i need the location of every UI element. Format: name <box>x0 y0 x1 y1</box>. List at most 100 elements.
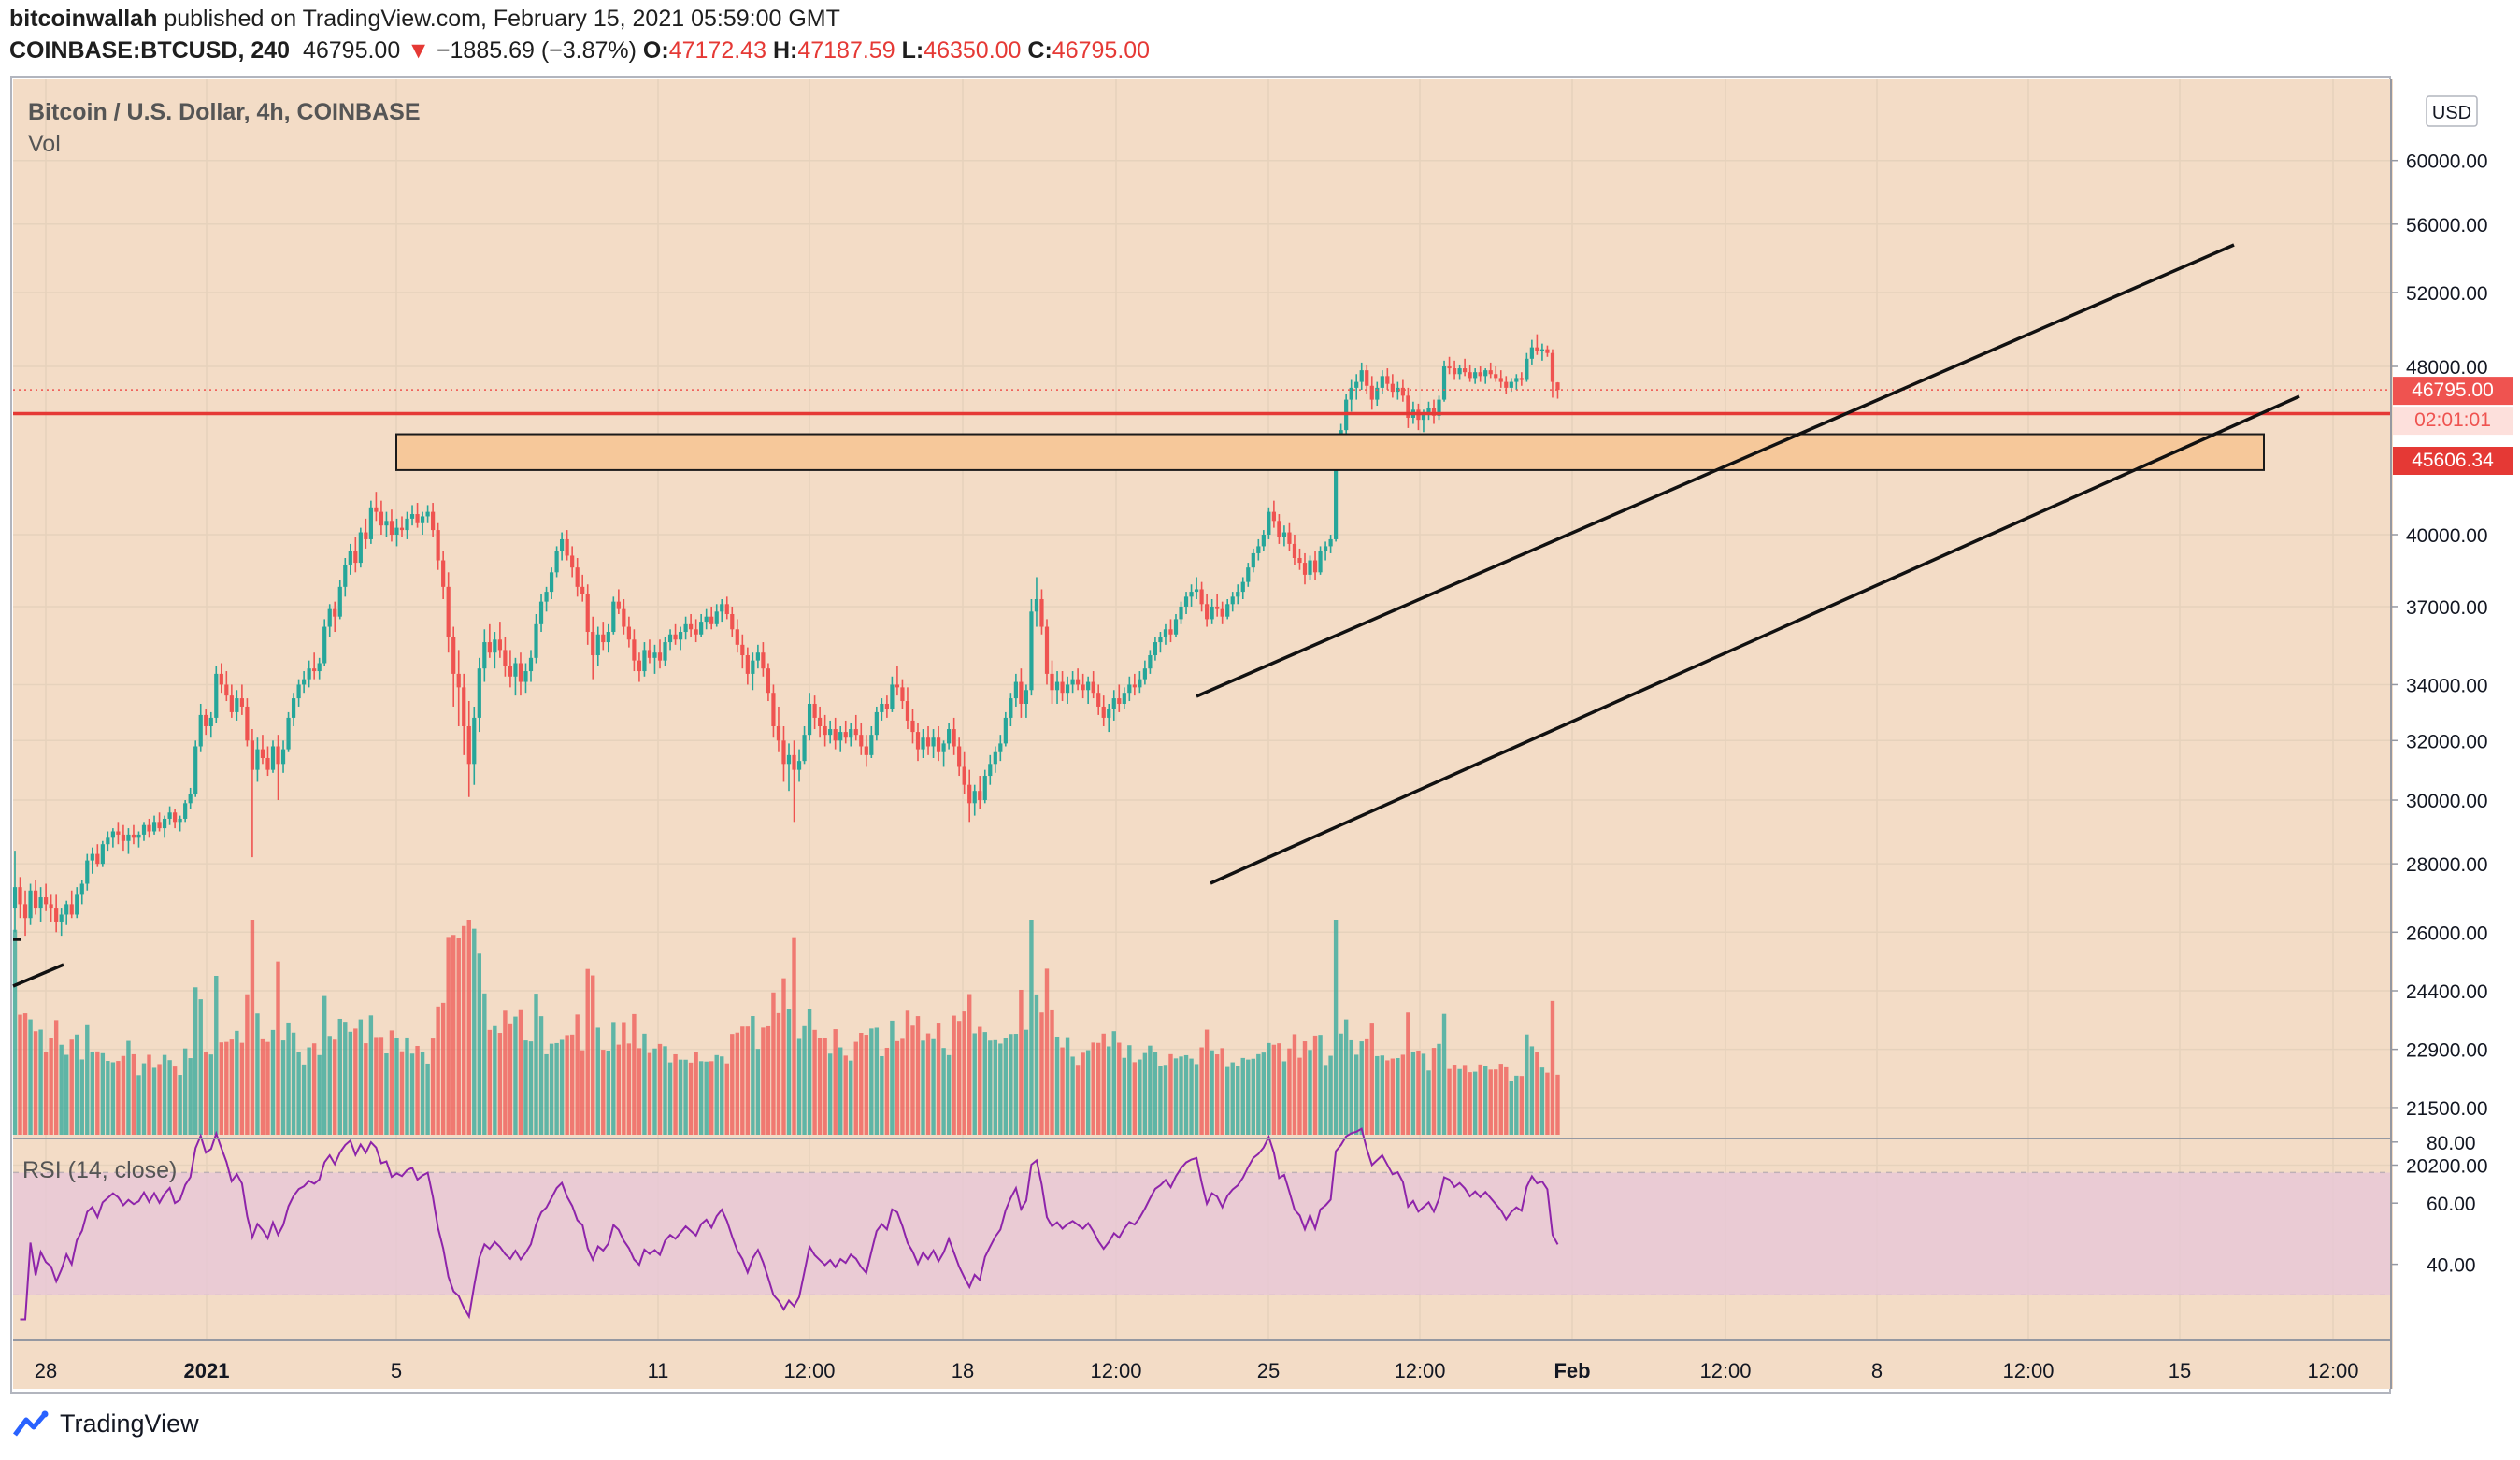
candle-body <box>982 776 987 801</box>
candle-body <box>637 660 642 672</box>
candle-body <box>1498 378 1503 382</box>
tradingview-logo-icon <box>13 1410 49 1436</box>
price-tick-label: 34000.00 <box>2406 675 2488 696</box>
publish-line: bitcoinwallah published on TradingView.c… <box>9 6 840 33</box>
volume-bar <box>1400 1054 1406 1135</box>
candle-body <box>1483 370 1488 377</box>
volume-bar <box>53 1020 59 1135</box>
volume-bar <box>833 1029 838 1135</box>
volume-bar <box>1075 1065 1081 1135</box>
candle-body <box>709 616 714 624</box>
volume-bar <box>208 1054 213 1135</box>
candle-body <box>1158 637 1163 643</box>
volume-bar <box>1251 1058 1255 1135</box>
drawings[interactable] <box>12 243 2391 988</box>
candle-body <box>126 834 131 841</box>
volume-bar <box>1302 1041 1308 1135</box>
open-label: O: <box>642 37 669 64</box>
candle-body <box>353 551 358 564</box>
time-tick-label: 11 <box>648 1359 669 1382</box>
candle-body <box>1447 366 1452 369</box>
volume-bar <box>157 1064 162 1135</box>
candle-body <box>554 551 559 573</box>
volume-bar <box>1343 1019 1349 1135</box>
price-axis[interactable] <box>2393 79 2519 1389</box>
time-tick-label: 25 <box>1257 1359 1280 1382</box>
candle-body <box>843 732 848 738</box>
price-axis-labels: 60000.00 56000.00 52000.00 48000.00 40000.00… <box>2391 151 2488 1177</box>
tradingview-logo[interactable]: TradingView <box>13 1410 199 1439</box>
candle-body <box>796 761 802 770</box>
volume-bar <box>291 1032 296 1135</box>
volume-bar <box>1498 1064 1503 1135</box>
volume-bar <box>528 1041 534 1135</box>
volume-bar <box>64 1054 69 1135</box>
time-tick-label: 12:00 <box>1699 1359 1751 1382</box>
candle-body <box>1365 370 1369 386</box>
volume-bar <box>569 1034 575 1135</box>
volume-bar <box>1529 1046 1535 1135</box>
volume-bar <box>1292 1034 1297 1135</box>
volume-bar <box>663 1046 667 1135</box>
candle-body <box>379 511 384 526</box>
candle-body <box>364 532 368 539</box>
volume-bar <box>59 1044 64 1135</box>
volume-bar <box>456 938 461 1135</box>
volume-bar <box>1287 1048 1292 1135</box>
candles[interactable] <box>12 334 1560 937</box>
volume-bar <box>1085 1050 1091 1135</box>
volume-bar <box>1365 1038 1369 1135</box>
high-value: 47187.59 <box>797 37 895 64</box>
volume-bar <box>1271 1044 1277 1135</box>
volume-bar <box>1194 1064 1199 1135</box>
candle-body <box>549 572 554 593</box>
volume-bar <box>601 1050 606 1135</box>
volume-bar <box>79 1059 84 1135</box>
candle-body <box>864 746 868 755</box>
currency-button[interactable] <box>2426 95 2478 127</box>
volume-bar <box>518 1009 523 1135</box>
volume-bar <box>1054 1036 1060 1135</box>
volume-bar <box>1281 1061 1287 1135</box>
candle-body <box>880 703 884 712</box>
candle-body <box>441 560 446 587</box>
price-tick-label: 20200.00 <box>2406 1155 2488 1177</box>
volume-bar <box>637 1048 642 1135</box>
volume-bar <box>1029 920 1034 1135</box>
volume-bar <box>1117 1042 1122 1135</box>
candle-body <box>1086 681 1091 691</box>
candle-body <box>1555 382 1560 391</box>
volume-bar <box>420 1052 425 1135</box>
volume-bar <box>276 961 280 1135</box>
candle-body <box>503 650 508 666</box>
candle-body <box>538 601 544 624</box>
volume-bar <box>900 1038 905 1135</box>
candle-body <box>245 706 250 741</box>
volume-bar <box>1333 920 1339 1135</box>
candle-body <box>694 629 698 635</box>
volume-bar <box>1318 1035 1323 1135</box>
upper-channel-line <box>1196 243 2235 698</box>
candle-body <box>570 555 575 568</box>
candle-body <box>446 586 451 637</box>
volume-bar <box>1468 1072 1472 1135</box>
rsi-legend: RSI (14, close) <box>22 1157 177 1183</box>
candle-body <box>751 660 755 674</box>
volume-bar <box>1096 1042 1101 1135</box>
volume-bar <box>1385 1060 1390 1135</box>
volume-bar <box>714 1054 719 1135</box>
price-tick-label: 30000.00 <box>2406 791 2488 812</box>
candle-body <box>33 890 38 909</box>
volume-bar <box>172 1066 178 1135</box>
candle-body <box>859 735 864 747</box>
volume-bar <box>1478 1064 1482 1135</box>
volume-bar <box>1406 1012 1410 1135</box>
candle-body <box>595 634 600 656</box>
candle-body <box>1019 681 1024 704</box>
price-change: −1885.69 (−3.87%) <box>436 37 637 64</box>
candle-body <box>286 717 291 750</box>
candle-body <box>178 818 182 823</box>
candle-body <box>1494 374 1498 379</box>
supply-zone <box>395 433 2265 471</box>
